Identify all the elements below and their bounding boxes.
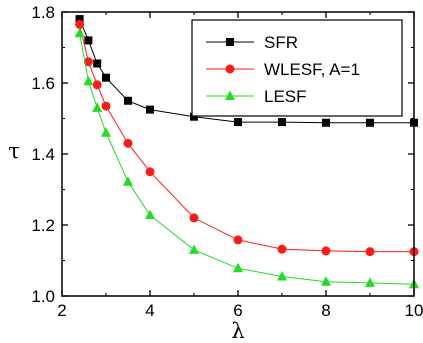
series-2-point (365, 247, 375, 257)
x-tick-label: 6 (233, 301, 242, 320)
legend-marker (225, 64, 235, 74)
legend-item-3: LESF (206, 87, 307, 106)
series-3-point (321, 276, 331, 286)
legend-label: SFR (264, 33, 298, 52)
legend-item-1: SFR (206, 33, 298, 52)
series-1-point (93, 59, 102, 68)
y-tick-label: 1.2 (31, 216, 55, 235)
series-1-point (190, 112, 198, 121)
legend-label: WLESF, A=1 (264, 60, 360, 79)
series-1-point (75, 15, 84, 24)
x-tick-label: 8 (321, 301, 330, 320)
x-tick-label: 10 (405, 301, 423, 320)
legend-marker (226, 38, 234, 46)
series-1-point (146, 105, 154, 114)
series-1-point (84, 36, 93, 45)
legend-marker (225, 90, 235, 100)
series-1 (75, 15, 418, 127)
series-2-point (83, 57, 93, 67)
series-2-point (321, 246, 331, 256)
series-1-point (366, 118, 374, 127)
y-tick-label: 1.6 (31, 74, 55, 93)
series-2-point (189, 213, 199, 223)
series-1-point (322, 118, 330, 127)
series-3-line (79, 33, 415, 285)
series-3-point (189, 244, 199, 254)
series-2-point (92, 80, 102, 90)
series-1-point (278, 118, 286, 127)
series-3-point (123, 176, 133, 186)
axes-layer: 2 4 6 8 10 1.0 1.2 1.4 1.6 1.8 (31, 3, 423, 320)
series-layer (74, 15, 419, 289)
series-2-point (277, 244, 287, 254)
series-1-point (234, 118, 242, 127)
series-3-point (74, 27, 85, 38)
series-3 (74, 27, 419, 289)
series-2 (75, 19, 419, 257)
series-3-point (365, 277, 375, 287)
series-1-point (102, 73, 110, 82)
series-3-point (233, 262, 243, 273)
series-1-point (124, 96, 132, 105)
series-2-point (101, 101, 111, 111)
series-3-point (145, 209, 155, 220)
y-tick-label: 1.4 (31, 145, 55, 164)
y-axis-title: τ (8, 139, 20, 163)
series-2-point (233, 235, 243, 245)
legend-label: LESF (264, 87, 307, 106)
y-tick-label: 1.8 (31, 3, 55, 22)
series-2-point (145, 167, 155, 177)
legend: SFR WLESF, A=1 LESF (191, 19, 403, 117)
series-3-point (92, 102, 103, 112)
series-2-point (123, 138, 133, 148)
x-tick-label: 2 (57, 301, 66, 320)
series-3-point (277, 270, 287, 281)
series-3-point (83, 75, 94, 86)
x-tick-label: 4 (145, 301, 154, 320)
series-3-point (101, 127, 111, 137)
y-tick-label: 1.0 (31, 287, 55, 306)
legend-item-2: WLESF, A=1 (206, 60, 360, 79)
x-axis-title: λ (231, 319, 244, 343)
series-2-point (75, 19, 85, 29)
